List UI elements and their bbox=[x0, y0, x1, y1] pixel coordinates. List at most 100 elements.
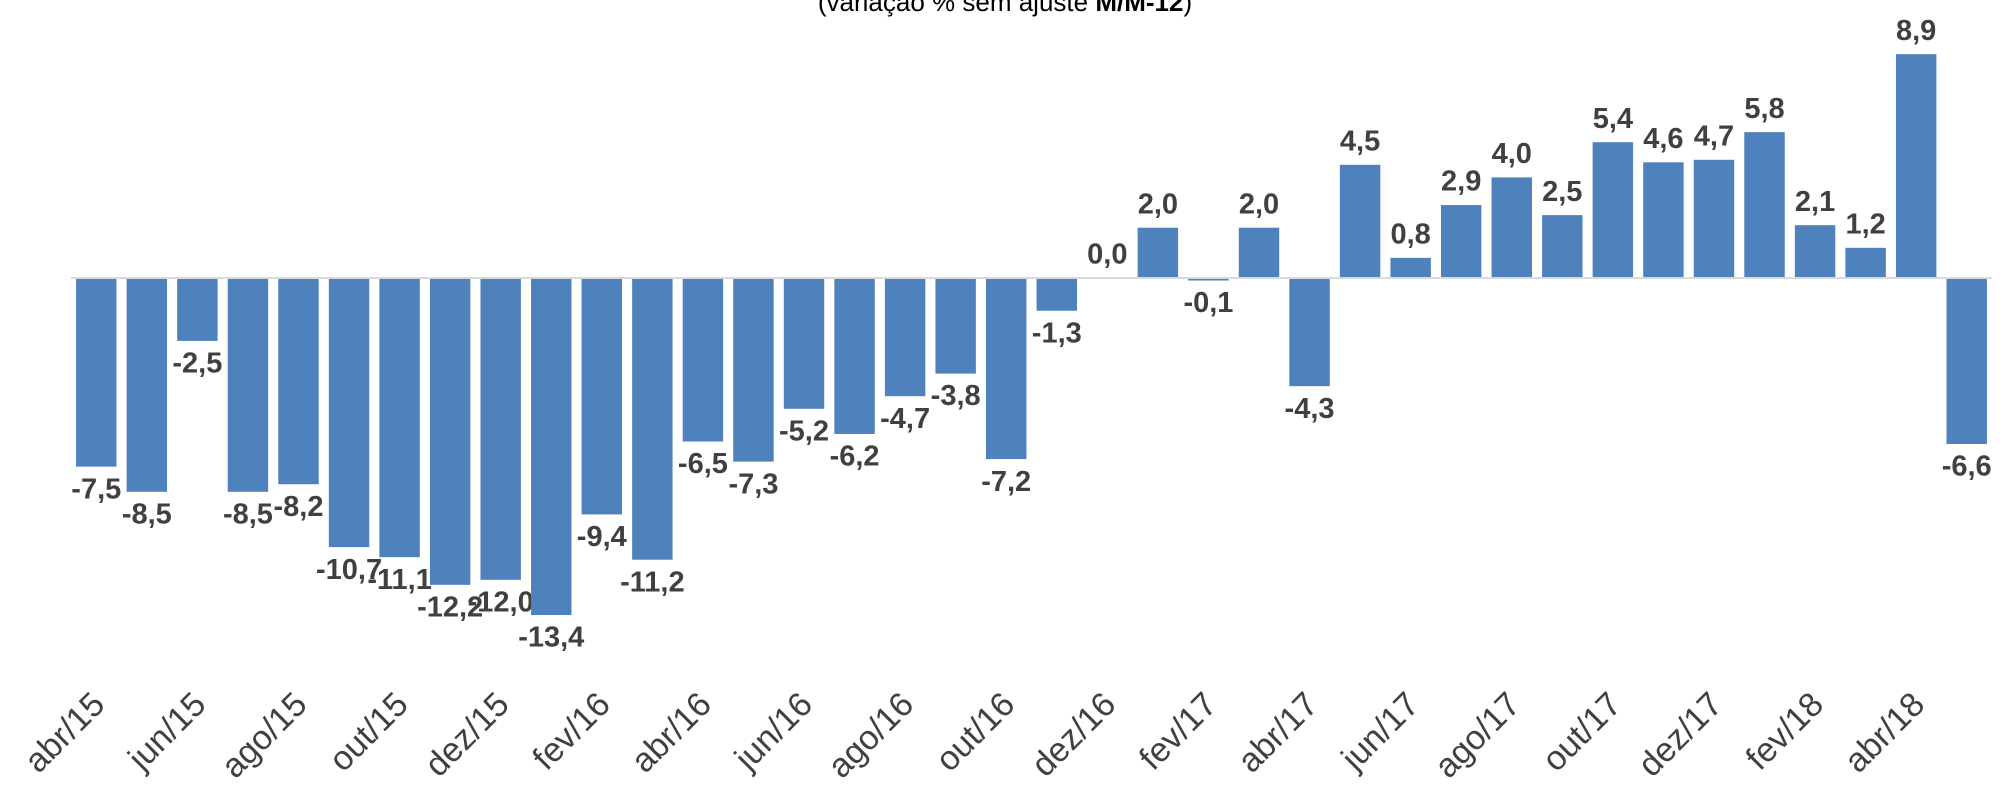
bar bbox=[227, 278, 269, 492]
x-tick-label: jun/16 bbox=[727, 685, 820, 778]
bar bbox=[1592, 142, 1634, 279]
value-label: 5,4 bbox=[1593, 103, 1633, 135]
value-label: 2,0 bbox=[1138, 188, 1178, 220]
value-label: 4,0 bbox=[1492, 138, 1532, 170]
value-label: -10,7 bbox=[316, 554, 382, 586]
value-label: -8,5 bbox=[223, 498, 273, 530]
value-label: -7,5 bbox=[71, 473, 121, 505]
x-tick-label: ago/15 bbox=[214, 685, 314, 785]
value-label: -7,3 bbox=[728, 468, 778, 500]
value-label: -9,4 bbox=[577, 521, 627, 553]
x-tick-label: fev/18 bbox=[1739, 685, 1831, 777]
bar bbox=[126, 278, 168, 492]
bar bbox=[1339, 164, 1381, 279]
bar bbox=[1289, 278, 1330, 387]
value-label: -2,5 bbox=[172, 348, 222, 380]
x-tick-label: fev/17 bbox=[1132, 685, 1224, 777]
value-label: -4,7 bbox=[880, 403, 930, 435]
bar bbox=[328, 278, 370, 548]
bar bbox=[480, 278, 521, 580]
value-label: -6,6 bbox=[1942, 451, 1992, 483]
bar bbox=[935, 278, 976, 374]
value-label: -4,3 bbox=[1285, 393, 1335, 425]
subtitle-part: M/M-12 bbox=[1095, 0, 1183, 17]
bar bbox=[278, 278, 319, 485]
x-tick-label: dez/16 bbox=[1024, 685, 1123, 784]
value-label: 4,5 bbox=[1340, 125, 1380, 157]
value-label: 2,9 bbox=[1441, 166, 1481, 198]
bar bbox=[1744, 132, 1785, 279]
bar bbox=[1693, 159, 1735, 279]
bar bbox=[986, 278, 1027, 460]
value-label: -6,2 bbox=[830, 441, 880, 473]
x-tick-label: out/15 bbox=[322, 685, 416, 779]
bar bbox=[531, 278, 572, 616]
bar bbox=[1845, 247, 1886, 279]
bar bbox=[632, 278, 673, 560]
value-label: -12,0 bbox=[468, 586, 534, 618]
value-label: -0,1 bbox=[1183, 287, 1233, 319]
bar bbox=[1794, 225, 1836, 279]
bar bbox=[429, 278, 471, 585]
bar bbox=[884, 278, 926, 397]
bar bbox=[1390, 257, 1431, 279]
chart-subtitle: (variação % sem ajuste M/M-12) bbox=[818, 0, 1192, 17]
bar bbox=[1643, 162, 1684, 279]
value-label: -12,2 bbox=[417, 592, 483, 624]
value-label: -7,2 bbox=[981, 466, 1031, 498]
x-tick-label: abr/18 bbox=[1837, 685, 1932, 780]
value-label: -8,5 bbox=[122, 498, 172, 530]
bar bbox=[177, 278, 218, 341]
bar bbox=[733, 278, 774, 462]
subtitle-part: ) bbox=[1183, 0, 1192, 17]
value-label: -3,8 bbox=[931, 380, 981, 412]
bar bbox=[834, 278, 875, 434]
bar bbox=[682, 278, 724, 442]
value-label: -11,1 bbox=[367, 564, 432, 596]
x-tick-label: abr/16 bbox=[624, 685, 719, 780]
bar bbox=[1491, 177, 1532, 279]
value-label: 4,7 bbox=[1694, 120, 1734, 152]
bar bbox=[1238, 227, 1280, 279]
value-label: -8,2 bbox=[273, 491, 323, 523]
value-label: -11,2 bbox=[620, 566, 685, 598]
subtitle-part: (variação % sem ajuste bbox=[818, 0, 1095, 17]
x-tick-label: dez/15 bbox=[418, 685, 517, 784]
value-label: -1,3 bbox=[1032, 317, 1082, 349]
value-label: 2,5 bbox=[1542, 176, 1582, 208]
bar bbox=[783, 278, 825, 409]
x-tick-label: dez/17 bbox=[1631, 685, 1730, 784]
value-label: -13,4 bbox=[518, 622, 584, 654]
value-label: -6,5 bbox=[678, 448, 728, 480]
x-tick-label: ago/17 bbox=[1427, 685, 1527, 785]
bar bbox=[379, 278, 420, 558]
bar bbox=[1542, 215, 1583, 279]
value-label: 0,0 bbox=[1087, 239, 1127, 271]
x-tick-label: ago/16 bbox=[821, 685, 921, 785]
x-tick-label: abr/15 bbox=[17, 685, 112, 780]
value-label: 4,6 bbox=[1643, 123, 1683, 155]
bar bbox=[581, 278, 623, 515]
x-tick-label: jun/17 bbox=[1334, 685, 1427, 778]
value-label: 2,1 bbox=[1795, 186, 1835, 218]
bar bbox=[1137, 227, 1179, 279]
bar bbox=[1895, 54, 1937, 279]
bar bbox=[76, 278, 117, 467]
value-label: 8,9 bbox=[1896, 15, 1936, 47]
x-tick-label: out/16 bbox=[929, 685, 1023, 779]
x-tick-label: jun/15 bbox=[120, 685, 213, 778]
x-tick-label: fev/16 bbox=[525, 685, 617, 777]
bar bbox=[1440, 205, 1482, 279]
bar bbox=[1036, 278, 1077, 311]
value-label: 0,8 bbox=[1390, 219, 1430, 251]
x-tick-label: abr/17 bbox=[1231, 685, 1326, 780]
value-label: 1,2 bbox=[1845, 208, 1885, 240]
bar bbox=[1188, 278, 1229, 281]
value-label: 5,8 bbox=[1744, 93, 1784, 125]
value-label: -5,2 bbox=[779, 415, 829, 447]
bar bbox=[1946, 278, 1987, 445]
x-tick-label: out/17 bbox=[1535, 685, 1629, 779]
value-label: 2,0 bbox=[1239, 188, 1279, 220]
